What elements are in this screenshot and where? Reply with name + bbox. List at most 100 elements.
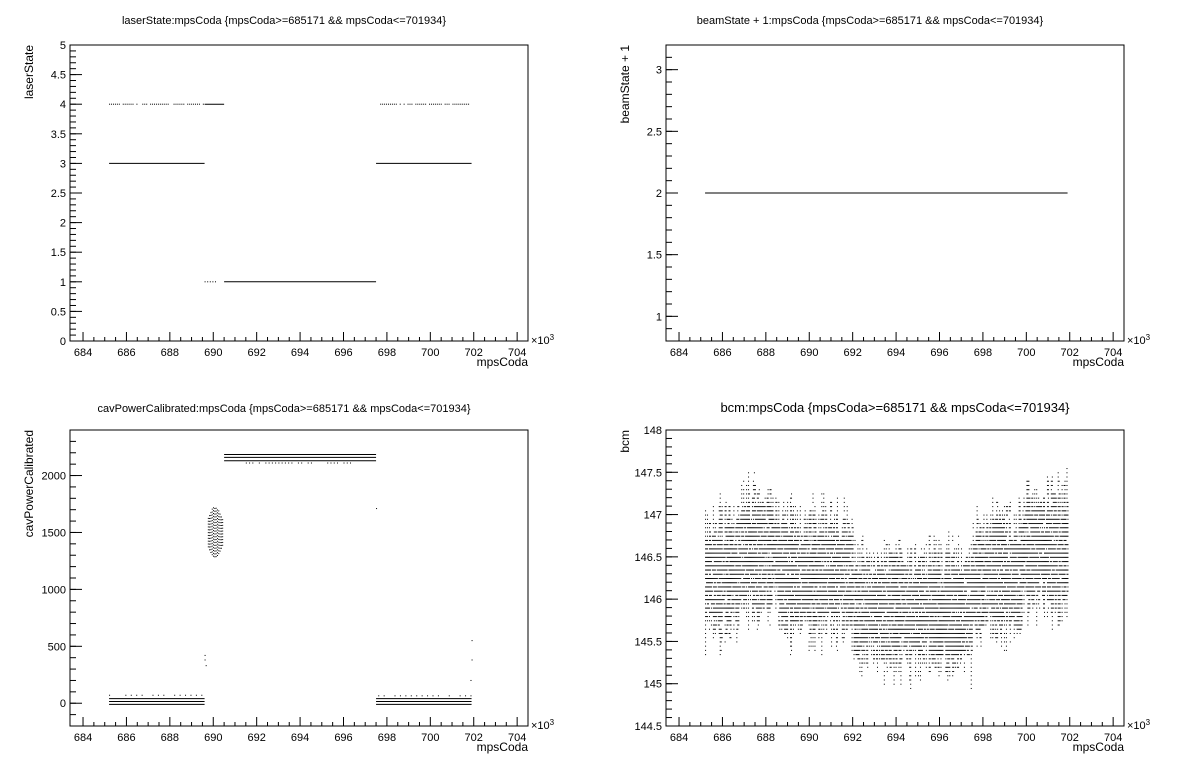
data-point [214,542,216,544]
data-point [729,603,731,605]
data-point [882,569,884,571]
data-point [838,544,840,546]
data-point [793,527,795,529]
data-point [776,544,778,546]
data-point [868,586,870,588]
data-point [728,586,730,588]
data-point [218,541,220,543]
data-point [146,103,148,105]
data-point [786,527,788,529]
data-point [222,541,224,543]
data-point [784,527,786,529]
data-point [818,561,820,563]
data-point [458,103,460,105]
data-point [855,620,857,622]
data-point [884,632,886,634]
data-point [812,561,814,563]
data-point [708,552,710,554]
data-point [808,561,810,563]
data-point [804,514,806,516]
data-point [802,552,804,554]
data-point [855,573,857,575]
data-point [834,607,836,609]
data-point [211,514,213,516]
data-point [851,594,853,596]
data-point [818,594,820,596]
data-point [744,518,746,520]
data-point [750,599,752,601]
data-point [866,556,868,558]
data-point [787,632,789,634]
data-point [795,548,797,550]
data-point [864,565,866,567]
data-point [748,535,750,537]
data-point [869,565,871,567]
data-point [788,552,790,554]
data-point [863,594,865,596]
data-point [836,569,838,571]
data-point [741,582,743,584]
data-point [806,561,808,563]
data-point [716,599,718,601]
data-point [717,607,719,609]
data-point [709,548,711,550]
data-point [792,594,794,596]
data-point [752,484,754,486]
data-point [886,666,888,668]
data-point [861,569,863,571]
data-point [786,556,788,558]
data-point [812,637,814,639]
data-point [125,694,127,696]
data-point [783,582,785,584]
data-point [782,539,784,541]
data-point [841,544,843,546]
data-point [808,531,810,533]
data-point [808,569,810,571]
data-point [790,620,792,622]
y-tick-label: 146.5 [634,552,662,564]
data-point [809,578,811,579]
data-point [750,573,752,575]
data-point [214,510,216,512]
data-point [832,578,834,579]
data-point [761,518,763,520]
data-point [826,544,828,546]
data-point [783,594,785,596]
data-point [708,556,710,558]
data-point [859,578,861,579]
data-point [825,569,827,571]
data-point [785,632,787,634]
data-point [792,552,794,554]
data-point [821,654,823,656]
data-point [798,561,800,563]
data-point [804,578,806,579]
data-point [719,548,721,550]
data-point [848,599,850,601]
data-point [773,552,775,554]
data-point [215,550,217,552]
data-point [719,578,721,579]
data-point [743,548,745,550]
data-point [718,506,720,508]
data-point [793,578,795,579]
data-point [748,489,750,491]
data-point [827,586,829,588]
data-point [767,497,769,499]
data-point [797,552,799,554]
data-point [842,637,844,639]
data-point [218,524,220,526]
data-point [726,531,728,533]
data-point [831,586,833,588]
data-point [805,556,807,558]
data-point [885,544,887,546]
data-point [836,611,838,613]
data-point [130,103,132,105]
data-point [808,523,810,525]
data-point [791,544,793,546]
data-point [880,620,882,622]
data-point [736,594,738,596]
data-point [875,603,877,605]
data-point [815,599,817,601]
data-point [729,531,731,533]
data-point [861,641,863,643]
